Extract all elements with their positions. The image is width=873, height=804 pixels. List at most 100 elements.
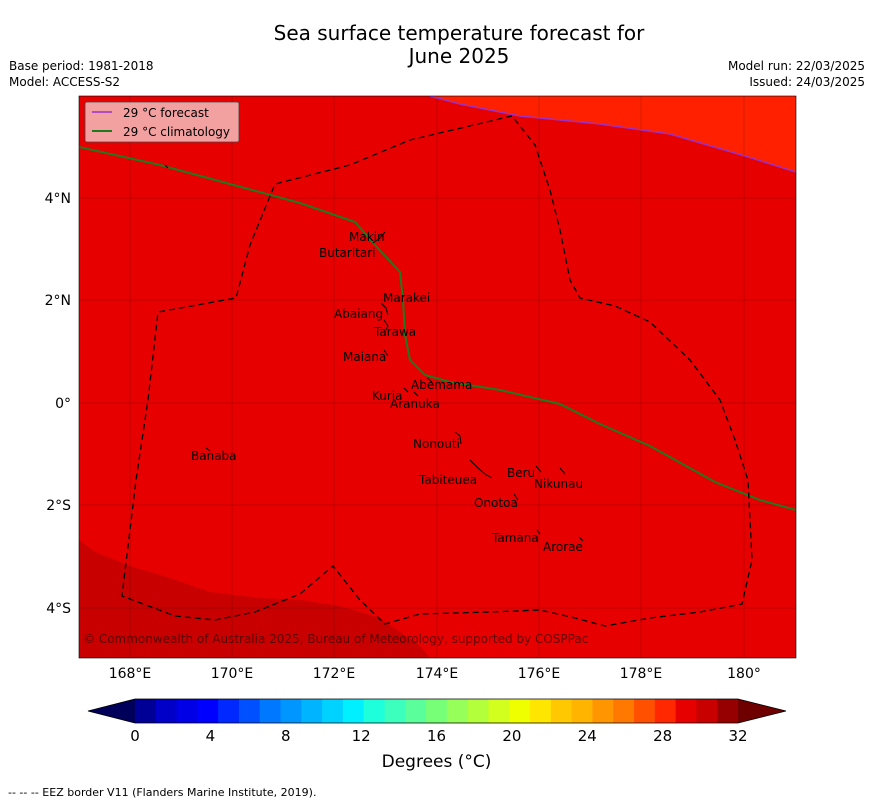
title-line-2: June 2025: [408, 44, 510, 68]
colorbar-segment: [259, 699, 282, 723]
colorbar-tick-label: 24: [578, 727, 597, 745]
legend-forecast-label: 29 °C forecast: [123, 106, 209, 120]
label-kuria: Kuria: [372, 389, 403, 403]
issued-date: Issued: 24/03/2025: [749, 75, 865, 89]
colorbar-segment: [488, 699, 510, 723]
lon-tick-180: 180°: [727, 666, 761, 682]
colorbar-segment: [363, 699, 386, 723]
colorbar-tick-label: 12: [352, 727, 371, 745]
colorbar-segment: [238, 699, 261, 723]
sst-field-30: [430, 96, 796, 172]
colorbar-over-arrow: [738, 699, 786, 723]
colorbar-segment: [426, 699, 448, 723]
colorbar-segment: [176, 699, 198, 723]
model-name: Model: ACCESS-S2: [9, 75, 121, 89]
base-period: Base period: 1981-2018: [9, 59, 154, 73]
map-title: Sea surface temperature forecast for Jun…: [0, 22, 873, 68]
colorbar-segment: [342, 699, 365, 723]
label-tamana: Tamana: [491, 531, 539, 545]
eez-border: [121, 115, 753, 627]
colorbar-segment: [675, 699, 697, 723]
island-outlines: [164, 164, 584, 542]
map-area: © Commonwealth of Australia 2025, Bureau…: [79, 96, 796, 658]
lat-tick-4n: 4°N: [45, 191, 71, 207]
colorbar-segment: [592, 699, 614, 723]
title-line-1: Sea surface temperature forecast for: [273, 21, 645, 45]
forecast-29c-contour: [429, 96, 796, 173]
copyright-text: © Commonwealth of Australia 2025, Bureau…: [83, 632, 588, 646]
label-tabiteuea: Tabiteuea: [418, 473, 477, 487]
colorbar-ticks: 0 4 8 12 16 20 24 28 32: [130, 727, 747, 745]
colorbar-tick-label: 28: [653, 727, 672, 745]
lon-tick-176e: 176°E: [518, 666, 561, 682]
latitude-ticks: 4°N 2°N 0° 2°S 4°S: [45, 191, 72, 617]
colorbar-segment: [717, 699, 739, 723]
colorbar-tick-label: 32: [728, 727, 747, 745]
label-beru: Beru: [507, 466, 535, 480]
colorbar-segment: [696, 699, 718, 723]
colorbar-tick-label: 8: [281, 727, 291, 745]
lon-tick-170e: 170°E: [211, 666, 254, 682]
meta-left: Base period: 1981-2018 Model: ACCESS-S2: [9, 58, 154, 90]
climatology-29c-contour: [79, 146, 796, 511]
colorbar-tick-label: 0: [130, 727, 140, 745]
label-nikunau: Nikunau: [534, 477, 583, 491]
colorbar-tick-label: 20: [502, 727, 521, 745]
lon-tick-168e: 168°E: [109, 666, 152, 682]
colorbar-segment: [384, 699, 406, 723]
colorbar-label: Degrees (°C): [381, 752, 492, 772]
sst-field-29: [79, 96, 796, 658]
label-abemama: Abemama: [411, 378, 472, 392]
label-butaritari: Butaritari: [319, 246, 376, 260]
label-banaba: Banaba: [191, 449, 237, 463]
label-onotoa: Onotoa: [474, 496, 518, 510]
lon-tick-174e: 174°E: [416, 666, 459, 682]
colorbar-segment: [197, 699, 219, 723]
colorbar-segment: [509, 699, 531, 723]
colorbar-tick-label: 4: [206, 727, 216, 745]
colorbar-segment: [613, 699, 635, 723]
colorbar-segment: [155, 699, 178, 723]
map-frame: [78, 95, 797, 659]
label-abaiang: Abaiang: [334, 307, 383, 321]
lon-tick-178e: 178°E: [620, 666, 663, 682]
colorbar-segment: [530, 699, 552, 723]
colorbar-segment: [467, 699, 489, 723]
lat-tick-2s: 2°S: [46, 498, 71, 514]
island-labels: Makin Butaritari Marakei Abaiang Tarawa …: [191, 230, 583, 554]
colorbar-outline: [87, 698, 787, 724]
legend: 29 °C forecast 29 °C climatology: [84, 101, 240, 143]
colorbar-segment: [634, 699, 656, 723]
lat-tick-4s: 4°S: [46, 601, 71, 617]
colorbar-segment: [571, 699, 593, 723]
colorbar: [87, 698, 787, 724]
model-run: Model run: 22/03/2025: [727, 59, 865, 73]
colorbar-segment: [301, 699, 323, 723]
colorbar-segment: [322, 699, 344, 723]
label-maiana: Maiana: [343, 350, 386, 364]
grid-lines: [79, 96, 796, 658]
eez-footnote: -- -- -- EEZ border V11 (Flanders Marine…: [8, 786, 317, 799]
colorbar-segment: [550, 699, 573, 723]
colorbar-under-arrow: [88, 699, 135, 723]
label-nonouti: Nonouti: [413, 437, 460, 451]
label-aranuka: Aranuka: [390, 397, 440, 411]
colorbar-segment: [135, 699, 157, 723]
label-makin: Makin: [349, 230, 385, 244]
colorbar-segment: [405, 699, 427, 723]
legend-box: [84, 101, 240, 143]
legend-climatology-label: 29 °C climatology: [123, 125, 230, 139]
colorbar-segment: [280, 699, 302, 723]
colorbar-segment: [446, 699, 469, 723]
lat-tick-2n: 2°N: [45, 293, 71, 309]
meta-right: Model run: 22/03/2025 Issued: 24/03/2025: [728, 58, 865, 90]
label-arorae: Arorae: [543, 540, 583, 554]
sst-field-28: [79, 540, 430, 658]
longitude-ticks: 168°E 170°E 172°E 174°E 176°E 178°E 180°: [109, 666, 761, 682]
label-marakei: Marakei: [383, 291, 430, 305]
colorbar-tick-label: 16: [427, 727, 446, 745]
lon-tick-172e: 172°E: [313, 666, 356, 682]
lat-tick-0: 0°: [55, 396, 71, 412]
colorbar-segment: [654, 699, 677, 723]
